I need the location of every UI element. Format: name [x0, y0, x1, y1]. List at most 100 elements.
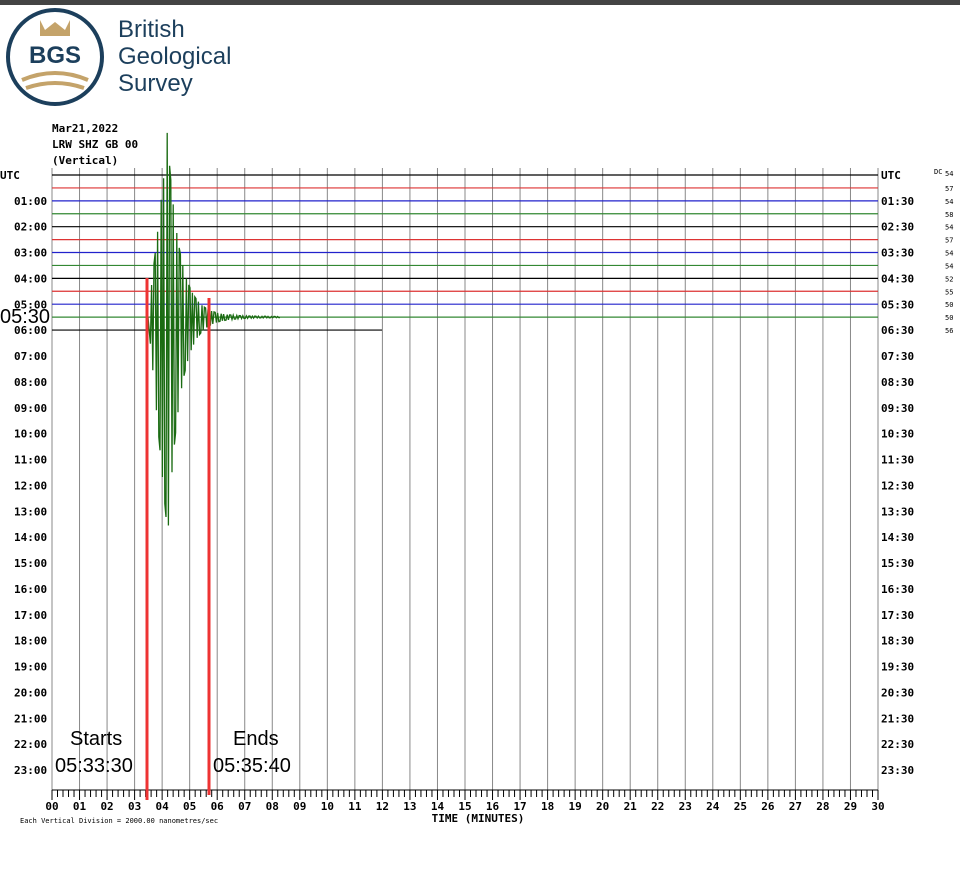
dc-value: 55	[945, 288, 953, 296]
x-tick-label: 18	[541, 800, 554, 813]
dc-value: 54	[945, 170, 953, 178]
left-label: 14:00	[14, 531, 47, 544]
x-tick-label: 27	[789, 800, 802, 813]
x-tick-label: 16	[486, 800, 500, 813]
x-tick-label: 23	[679, 800, 692, 813]
x-tick-label: 11	[348, 800, 362, 813]
x-tick-label: 22	[651, 800, 664, 813]
right-label: 23:30	[881, 764, 914, 777]
top-bar	[0, 0, 960, 5]
header-line: LRW SHZ GB 00	[52, 138, 138, 151]
right-label: 12:30	[881, 479, 914, 492]
logo-name: Survey	[118, 70, 193, 97]
right-label: 13:30	[881, 505, 914, 518]
x-tick-label: 00	[45, 800, 58, 813]
right-label: 20:30	[881, 686, 914, 699]
left-label: 13:00	[14, 505, 47, 518]
x-tick-label: 14	[431, 800, 445, 813]
right-label: 10:30	[881, 428, 914, 441]
x-tick-label: 06	[211, 800, 225, 813]
logo-crown	[40, 20, 70, 36]
right-label: 06:30	[881, 324, 914, 337]
left-label: 03:00	[14, 247, 47, 260]
left-label: 18:00	[14, 635, 47, 648]
x-tick-label: 02	[100, 800, 113, 813]
right-label: 18:30	[881, 635, 914, 648]
x-tick-label: 17	[513, 800, 526, 813]
left-label: 07:00	[14, 350, 47, 363]
x-tick-label: 19	[569, 800, 582, 813]
right-label: 21:30	[881, 712, 914, 725]
logo-waves	[21, 71, 89, 90]
left-label: 11:00	[14, 454, 47, 467]
left-label: 04:00	[14, 272, 47, 285]
dc-value: 54	[945, 198, 953, 206]
dc-header: DC	[934, 168, 942, 176]
left-label: 01:00	[14, 195, 47, 208]
logo-mark: BGS	[29, 42, 81, 69]
x-tick-label: 26	[761, 800, 775, 813]
header-line: Mar21,2022	[52, 122, 118, 135]
logo-ring	[6, 8, 104, 106]
x-tick-label: 05	[183, 800, 196, 813]
left-label: 22:00	[14, 738, 47, 751]
left-label: 02:00	[14, 221, 47, 234]
right-label: 05:30	[881, 298, 914, 311]
left-label: 05:00	[14, 298, 47, 311]
logo-name: British	[118, 16, 185, 43]
left-label: 20:00	[14, 686, 47, 699]
x-tick-label: 24	[706, 800, 720, 813]
right-label: 01:30	[881, 195, 914, 208]
x-tick-label: 04	[156, 800, 170, 813]
dc-value: 54	[945, 224, 953, 232]
x-tick-label: 13	[403, 800, 416, 813]
left-label: 15:00	[14, 557, 47, 570]
left-label: 10:00	[14, 428, 47, 441]
left-label: UTC	[0, 169, 20, 182]
x-tick-label: 09	[293, 800, 306, 813]
left-label: 09:00	[14, 402, 47, 415]
header-line: (Vertical)	[52, 154, 118, 167]
right-label: 14:30	[881, 531, 914, 544]
right-label: 09:30	[881, 402, 914, 415]
logo-name: Geological	[118, 43, 231, 70]
right-label: 16:30	[881, 583, 914, 596]
x-tick-label: 12	[376, 800, 389, 813]
x-tick-label: 28	[816, 800, 829, 813]
x-tick-label: 30	[871, 800, 884, 813]
left-label: 17:00	[14, 609, 47, 622]
dc-value: 52	[945, 275, 953, 283]
x-tick-label: 08	[266, 800, 279, 813]
right-label: UTC	[881, 169, 901, 182]
right-label: 19:30	[881, 661, 914, 674]
dc-value: 50	[945, 301, 953, 309]
left-label: 19:00	[14, 661, 47, 674]
waveform	[147, 132, 280, 526]
x-tick-label: 15	[458, 800, 471, 813]
dc-value: 58	[945, 211, 953, 219]
x-tick-label: 03	[128, 800, 141, 813]
footer: Each Vertical Division = 2000.00 nanomet…	[20, 817, 218, 825]
x-tick-label: 01	[73, 800, 87, 813]
dc-value: 57	[945, 237, 953, 245]
x-tick-label: 25	[734, 800, 747, 813]
left-label: 21:00	[14, 712, 47, 725]
left-label: 12:00	[14, 479, 47, 492]
right-label: 02:30	[881, 221, 914, 234]
right-label: 07:30	[881, 350, 914, 363]
left-label: 06:00	[14, 324, 47, 337]
x-tick-label: 10	[321, 800, 334, 813]
annotation: 05:33:30	[55, 755, 133, 777]
right-label: 03:30	[881, 247, 914, 260]
annotation: Starts	[70, 728, 122, 750]
right-label: 11:30	[881, 454, 914, 467]
x-tick-label: 07	[238, 800, 251, 813]
dc-value: 54	[945, 262, 953, 270]
left-label: 16:00	[14, 583, 47, 596]
x-tick-label: 29	[844, 800, 857, 813]
dc-value: 54	[945, 250, 953, 258]
right-label: 04:30	[881, 272, 914, 285]
annotation: Ends	[233, 728, 279, 750]
annotation: 05:35:40	[213, 755, 291, 777]
dc-value: 57	[945, 185, 953, 193]
